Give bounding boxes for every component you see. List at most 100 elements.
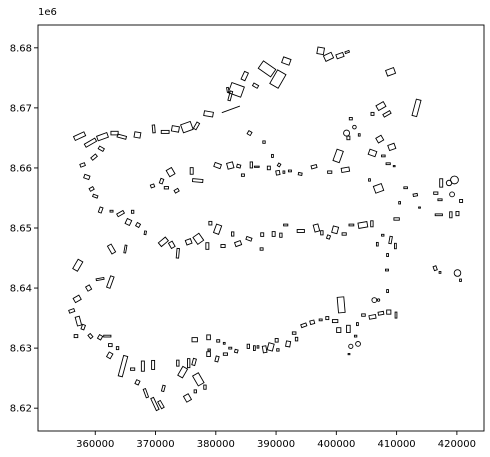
parcel-polygon [103,334,112,338]
parcel-polygon [285,340,292,348]
parcel-polygon [193,389,197,394]
parcel-polygon [108,343,113,348]
parcel-polygon [158,177,165,185]
parcel-polygon [340,166,351,174]
parcel-polygon [385,268,389,272]
parcel-polygon [203,110,214,118]
parcel-polygon [291,331,297,335]
y-tick-label: 8.66 [10,163,32,174]
parcel-polygon [276,162,282,168]
parcel-polygon [226,86,230,93]
parcel-polygon [331,225,340,235]
circle-feature [449,191,455,198]
parcel-polygon [151,359,156,370]
parcel-polygon [438,271,442,274]
parcel-polygon [398,201,401,205]
parcel-polygon [393,217,400,221]
parcel-polygon [332,148,344,164]
parcel-polygon [388,235,393,245]
parcel-polygon [347,353,351,356]
x-tick-label: 360000 [76,439,114,450]
parcel-polygon [455,211,460,217]
axes: 360000 370000 380000 390000 400000 410000 4200… [10,24,485,450]
parcel-polygon [115,346,120,351]
parcel-polygon [124,217,133,227]
parcel-polygon [274,338,279,343]
parcel-polygon [387,142,397,152]
parcel-polygon [79,162,86,168]
parcel-polygon [130,367,136,371]
parcel-polygon [203,384,207,390]
parcel-polygon [283,223,289,227]
parcel-polygon [233,240,243,248]
parcel-polygon [95,276,105,282]
parcel-polygon [368,178,371,182]
parcel-polygon [459,278,462,282]
parcel-polygon [192,232,205,245]
parcel-polygon [143,230,148,236]
parcel-polygon [160,129,170,134]
parcel-polygon [368,314,377,320]
parcel-polygon [348,117,353,121]
parcel-polygon [207,348,211,352]
parcel-polygon [87,332,94,340]
parcel-polygon [245,235,253,242]
parcel-polygon [276,348,280,352]
parcel-polygon [394,242,397,250]
parcel-polygon [83,173,91,181]
parcel-polygon [246,130,253,137]
parcel-polygon [348,223,355,227]
parcel-polygon [392,165,396,168]
parcel-polygon [297,171,303,176]
parcel-polygon [269,69,287,89]
parcel-polygon [180,120,194,134]
parcel-polygon [327,170,333,174]
parcel-polygon [322,51,335,62]
parcel-polygon [296,229,305,233]
parcel-polygon [294,336,299,342]
parcel-polygon [192,121,201,131]
parcel-polygon [320,230,324,236]
parcel-polygon [316,46,326,56]
parcel-polygon [271,231,276,237]
parcel-polygon [266,165,271,171]
x-tick-label: 420000 [438,439,476,450]
parcel-polygon [259,247,264,251]
parcel-polygon [92,193,99,199]
parcel-polygon [385,162,391,166]
parcel-polygon [309,319,316,326]
y-tick-label: 8.68 [10,43,32,54]
parcel-polygon [191,337,198,343]
parcel-polygon [260,232,265,237]
circle-feature [376,298,381,302]
y-tick-label: 8.67 [10,103,32,114]
parcel-polygon [133,131,142,139]
parcel-polygon [73,334,79,339]
parcel-polygon [300,322,308,329]
parcel-polygon [160,384,166,393]
parcel-polygon [109,209,114,213]
x-tick-label: 410000 [378,439,416,450]
parcel-polygon [191,357,197,367]
parcel-polygon [271,153,274,158]
parcel-polygon [357,133,361,137]
polygon-layer [68,46,464,412]
parcel-polygon [68,307,76,314]
parcel-polygon [151,124,156,134]
parcel-polygon [370,111,375,116]
parcel-polygon [256,345,260,349]
parcel-polygon [149,183,156,189]
parcel-polygon [228,346,233,350]
parcel-polygon [381,233,385,237]
parcel-polygon [105,351,114,360]
parcel-polygon [266,342,275,352]
parcel-polygon [231,231,235,237]
parcel-polygon [157,399,165,410]
parcel-polygon [157,236,169,248]
parcel-polygon [117,354,129,378]
parcel-polygon [214,355,220,363]
parcel-polygon [105,275,115,289]
parcel-polygon [344,49,351,55]
parcel-polygon [377,310,385,316]
